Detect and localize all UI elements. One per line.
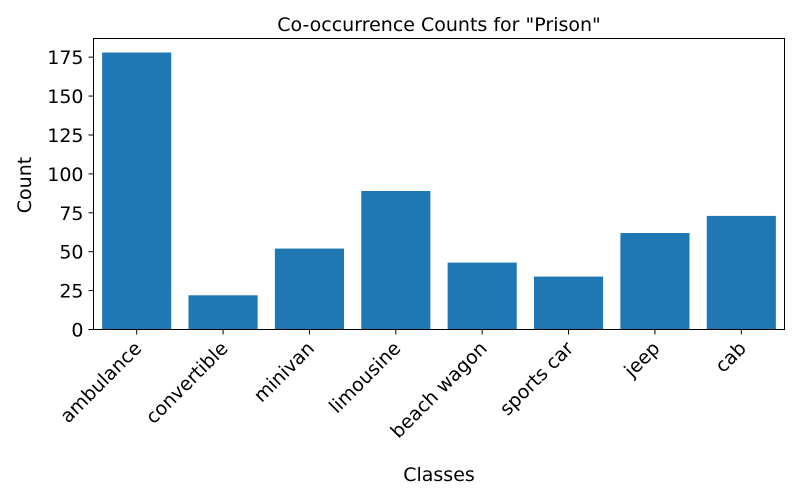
x-tick-label: sports car: [496, 337, 579, 420]
x-tick-label: limousine: [325, 337, 405, 417]
plot-frame: [93, 38, 785, 330]
y-tick-label: 100: [47, 164, 83, 186]
bar-sports-car: [534, 276, 604, 330]
bar-ambulance: [102, 52, 172, 330]
y-tick-label: 75: [59, 203, 83, 225]
y-tick-label: 150: [47, 86, 83, 108]
x-tick-label: convertible: [142, 337, 233, 428]
x-tick-label: cab: [711, 337, 751, 377]
y-tick-label: 125: [47, 125, 83, 147]
bar-limousine: [361, 191, 431, 330]
bar-minivan: [274, 248, 344, 330]
bars-group: [102, 52, 776, 330]
y-tick-label: 175: [47, 47, 83, 69]
x-tick-label: ambulance: [56, 337, 146, 427]
bar-cab: [706, 215, 776, 330]
x-tick-label: minivan: [250, 337, 319, 406]
x-axis-label: Classes: [403, 464, 475, 486]
y-axis: 0 25 50 75 100 125 150 175: [47, 47, 94, 342]
y-tick-label: 0: [71, 320, 83, 342]
bar-beach-wagon: [447, 262, 517, 330]
bar-convertible: [188, 295, 258, 330]
x-tick-label: jeep: [619, 337, 664, 382]
chart-title: Co-occurrence Counts for "Prison": [277, 14, 601, 36]
y-tick-label: 25: [59, 281, 83, 303]
bar-jeep: [620, 233, 690, 330]
y-axis-label: Count: [14, 157, 36, 213]
y-tick-label: 50: [59, 242, 83, 264]
